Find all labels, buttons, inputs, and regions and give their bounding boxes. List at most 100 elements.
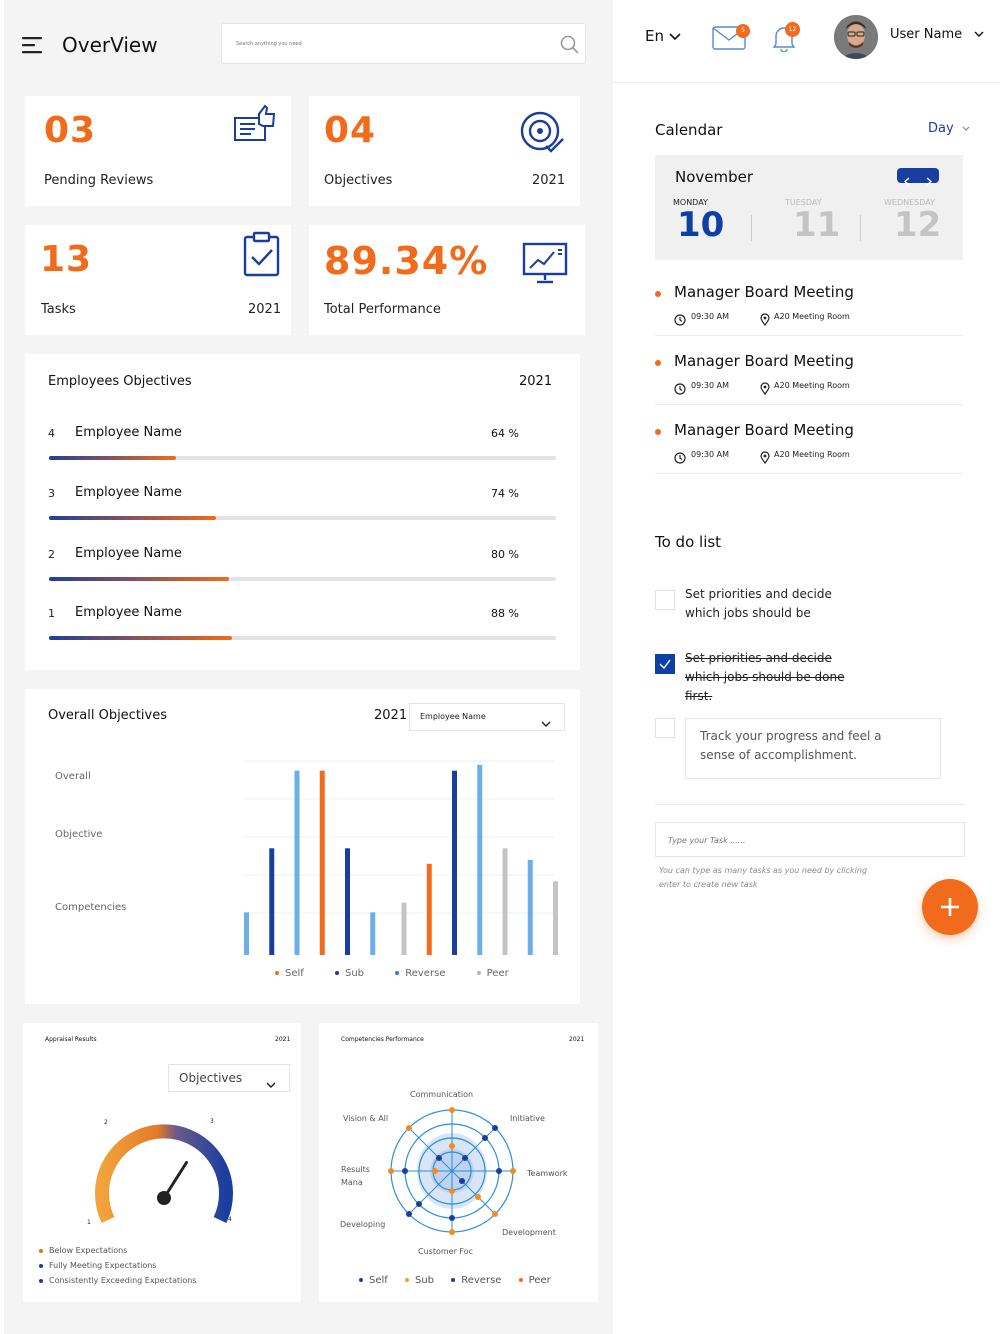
legend-item-self: Self xyxy=(275,968,304,979)
gauge-tick-4: 4 xyxy=(228,1216,232,1223)
clipboard-check-icon xyxy=(242,231,282,283)
employee-row[interactable]: 1 Employee Name 88 % xyxy=(25,605,580,657)
stat-value: 13 xyxy=(40,239,93,280)
bar-reverse xyxy=(244,912,249,955)
employee-row[interactable]: 3 Employee Name 74 % xyxy=(25,485,580,537)
stat-card-total-performance[interactable]: 89.34% Total Performance xyxy=(309,225,585,335)
event-time: 09:30 AM xyxy=(691,381,729,390)
progress-track xyxy=(49,516,556,520)
chevron-down-icon xyxy=(669,27,681,45)
calendar-day[interactable]: MONDAY 10 xyxy=(673,198,724,243)
event-title: Manager Board Meeting xyxy=(674,352,854,370)
stat-card-pending-reviews[interactable]: 03 Pending Reviews xyxy=(25,96,291,206)
stat-card-objectives[interactable]: 04 Objectives 2021 xyxy=(309,96,580,206)
appraisal-gauge xyxy=(95,1124,233,1223)
employee-row[interactable]: 2 Employee Name 80 % xyxy=(25,546,580,598)
stat-card-tasks[interactable]: 13 Tasks 2021 xyxy=(25,225,291,335)
employee-percent: 64 % xyxy=(491,427,519,440)
employee-row[interactable]: 4 Employee Name 64 % xyxy=(25,425,580,477)
employee-select-value: Employee Name xyxy=(420,712,486,721)
day-divider xyxy=(751,215,752,241)
calendar-view-select[interactable]: Day xyxy=(928,121,970,136)
mail-button[interactable]: 5 xyxy=(712,24,752,52)
language-select[interactable]: En xyxy=(645,27,681,45)
calendar-view-label: Day xyxy=(928,121,954,136)
chevron-left-icon[interactable] xyxy=(903,171,910,190)
stat-label: Pending Reviews xyxy=(44,173,154,188)
bar-sub xyxy=(269,848,275,955)
objectives-select[interactable]: Objectives xyxy=(168,1064,290,1092)
overall-bar-chart xyxy=(243,760,558,955)
menu-icon[interactable] xyxy=(22,36,44,54)
search-input[interactable] xyxy=(236,34,536,54)
calendar-day[interactable]: TUESDAY 11 xyxy=(785,198,840,243)
radar-chart xyxy=(388,1107,516,1235)
competencies-performance-card: Competencies Performance 2021 Communicat… xyxy=(319,1023,598,1302)
employee-name: Employee Name xyxy=(75,485,182,500)
legend-item: Consistently Exceeding Expectations xyxy=(39,1273,196,1288)
legend-item-self: Self xyxy=(359,1275,388,1286)
todo-item-edit[interactable]: Track your progress and feel a sense of … xyxy=(685,718,941,779)
progress-fill xyxy=(49,456,176,460)
user-name: User Name xyxy=(890,27,963,42)
todo-checkbox[interactable] xyxy=(655,718,675,738)
calendar-event[interactable]: Manager Board Meeting 09:30 AM A20 Meeti… xyxy=(655,352,963,407)
employee-percent: 74 % xyxy=(491,487,519,500)
appraisal-results-card: Appraisal Results 2021 Objectives 1 2 3 … xyxy=(23,1023,301,1302)
bar-peer xyxy=(401,902,407,955)
todo-checkbox-checked[interactable] xyxy=(655,654,675,674)
search-box[interactable] xyxy=(221,23,586,64)
search-icon[interactable] xyxy=(560,35,580,59)
calendar-title: Calendar xyxy=(655,121,723,139)
event-time: 09:30 AM xyxy=(691,312,729,321)
calendar-day[interactable]: WEDNESDAY 12 xyxy=(884,198,941,243)
add-task-button[interactable] xyxy=(922,879,978,935)
stat-label: Total Performance xyxy=(324,302,441,317)
overall-objectives-card: Overall Objectives 2021 Employee Name Ov… xyxy=(25,689,580,1004)
bar-self xyxy=(319,770,325,955)
location-icon xyxy=(760,311,770,330)
bar-sub xyxy=(345,848,350,955)
chevron-down-icon xyxy=(541,713,551,732)
task-input-hint: You can type as many tasks as you need b… xyxy=(659,866,868,889)
chevron-right-icon[interactable] xyxy=(926,171,933,190)
stat-label: Tasks xyxy=(41,302,76,317)
task-input[interactable] xyxy=(668,832,948,848)
task-input-box[interactable] xyxy=(655,822,965,857)
legend-item: Below Expectations xyxy=(39,1243,196,1258)
check-icon xyxy=(659,659,671,670)
todo-checkbox[interactable] xyxy=(655,590,675,610)
review-icon xyxy=(233,104,279,150)
event-room: A20 Meeting Room xyxy=(774,381,850,390)
card-year: 2021 xyxy=(374,708,408,723)
card-title: Appraisal Results xyxy=(45,1036,97,1043)
avatar[interactable] xyxy=(834,15,878,59)
clock-icon xyxy=(674,380,686,399)
y-label-overall: Overall xyxy=(55,771,91,782)
legend-item-sub: Sub xyxy=(335,968,364,979)
event-title: Manager Board Meeting xyxy=(674,421,854,439)
day-name: WEDNESDAY xyxy=(884,198,935,207)
notifications-button[interactable]: 12 xyxy=(772,22,806,54)
calendar-nav xyxy=(897,168,939,186)
calendar-event[interactable]: Manager Board Meeting 09:30 AM A20 Meeti… xyxy=(655,421,963,476)
user-menu[interactable]: User Name xyxy=(890,27,984,42)
bar-reverse xyxy=(477,764,483,955)
calendar-event[interactable]: Manager Board Meeting 09:30 AM A20 Meeti… xyxy=(655,283,963,338)
page-title: OverView xyxy=(62,33,158,57)
employee-select[interactable]: Employee Name xyxy=(409,703,565,731)
progress-fill xyxy=(49,636,232,640)
employee-percent: 80 % xyxy=(491,548,519,561)
card-year: 2021 xyxy=(569,1036,585,1043)
location-icon xyxy=(760,380,770,399)
bar-reverse xyxy=(294,770,300,955)
bar-reverse xyxy=(527,859,533,955)
legend-item-peer: Peer xyxy=(518,1275,551,1286)
progress-fill xyxy=(49,577,229,581)
chevron-down-icon xyxy=(266,1074,276,1093)
radar-axis-label: Results Mana xyxy=(341,1165,370,1187)
card-title: Overall Objectives xyxy=(48,708,168,723)
radar-axis-label: Initiative xyxy=(510,1114,545,1123)
legend-item: Fully Meeting Expectations xyxy=(39,1258,196,1273)
y-label-objective: Objective xyxy=(55,829,103,840)
